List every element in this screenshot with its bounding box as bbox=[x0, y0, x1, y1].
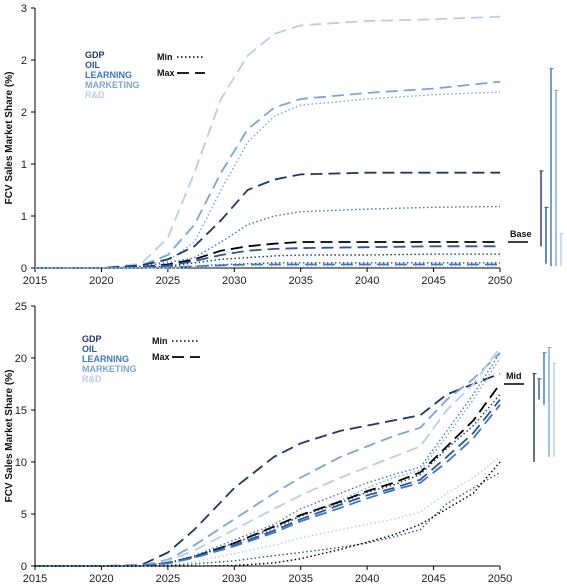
y-tick-label: 20 bbox=[15, 353, 27, 365]
series-line-oil-max bbox=[35, 399, 501, 567]
y-tick-label: 15 bbox=[15, 405, 27, 417]
x-tick-label: 2025 bbox=[156, 275, 180, 287]
legend-item-gdp: GDP bbox=[85, 50, 105, 60]
y-tick-label: 2 bbox=[21, 55, 27, 67]
series-line-oil-min bbox=[35, 471, 501, 567]
series-line-marketing-max bbox=[35, 80, 501, 269]
y-tick-label: 5 bbox=[21, 509, 27, 521]
x-tick-label: 2040 bbox=[355, 573, 379, 585]
legend-item-randd: R&D bbox=[85, 90, 105, 100]
legend-item-gdp: GDP bbox=[82, 334, 102, 344]
x-tick-label: 2050 bbox=[488, 275, 512, 287]
chart-panel-1 bbox=[31, 7, 564, 272]
legend-style-label: Min bbox=[157, 52, 173, 62]
series-line-learning-min bbox=[35, 352, 501, 567]
series-line-gdp-max bbox=[35, 372, 501, 567]
y-tick-label: 1 bbox=[21, 159, 27, 171]
series-line-randd-max bbox=[35, 15, 501, 269]
x-tick-label: 2045 bbox=[421, 275, 445, 287]
series-line-learning-min bbox=[35, 205, 501, 269]
chart-panel-2 bbox=[31, 305, 557, 570]
legend-item-oil: OIL bbox=[82, 344, 98, 354]
x-tick-label: 2020 bbox=[89, 275, 113, 287]
y-axis-label: FCV Sales Market Share (%) bbox=[4, 72, 15, 205]
x-tick-label: 2030 bbox=[222, 573, 246, 585]
x-tick-label: 2035 bbox=[288, 275, 312, 287]
legend-item-randd: R&D bbox=[82, 374, 102, 384]
x-tick-label: 2025 bbox=[156, 573, 180, 585]
y-tick-label: 3 bbox=[21, 3, 27, 15]
series-line-learning-max bbox=[35, 263, 500, 269]
legend-style-label: Max bbox=[157, 68, 175, 78]
y-tick-label: 2 bbox=[21, 107, 27, 119]
series-line-gdp-max bbox=[35, 171, 500, 269]
series-line-gdp-min bbox=[35, 393, 501, 567]
legend-item-marketing: MARKETING bbox=[82, 364, 137, 374]
x-tick-label: 2040 bbox=[355, 275, 379, 287]
legend-item-learning: LEARNING bbox=[82, 354, 129, 364]
y-tick-label: 10 bbox=[15, 457, 27, 469]
y-axis-label: FCV Sales Market Share (%) bbox=[4, 370, 15, 503]
y-tick-label: 0 bbox=[21, 263, 27, 275]
series-line-base-min bbox=[35, 461, 501, 567]
legend-item-learning: LEARNING bbox=[85, 70, 132, 80]
series-line-base-max bbox=[35, 383, 501, 567]
x-tick-label: 2030 bbox=[222, 275, 246, 287]
x-tick-label: 2020 bbox=[89, 573, 113, 585]
series-line-oil-max bbox=[35, 245, 500, 269]
reference-label: Base bbox=[510, 229, 532, 239]
series-line-learning-max bbox=[35, 404, 501, 567]
legend-item-marketing: MARKETING bbox=[85, 80, 140, 90]
x-tick-label: 2015 bbox=[23, 275, 47, 287]
x-tick-label: 2015 bbox=[23, 573, 47, 585]
legend-style-label: Max bbox=[152, 352, 170, 362]
legend-item-oil: OIL bbox=[85, 60, 101, 70]
x-tick-label: 2050 bbox=[488, 573, 512, 585]
reference-label: Mid bbox=[506, 371, 522, 381]
y-tick-label: 0 bbox=[21, 561, 27, 573]
series-line-randd-min bbox=[35, 456, 501, 567]
x-tick-label: 2045 bbox=[421, 573, 445, 585]
x-tick-label: 2035 bbox=[288, 573, 312, 585]
y-tick-label: 25 bbox=[15, 301, 27, 313]
legend-style-label: Min bbox=[152, 336, 168, 346]
series-line-oil-min bbox=[35, 262, 500, 269]
y-tick-label: 1 bbox=[21, 211, 27, 223]
